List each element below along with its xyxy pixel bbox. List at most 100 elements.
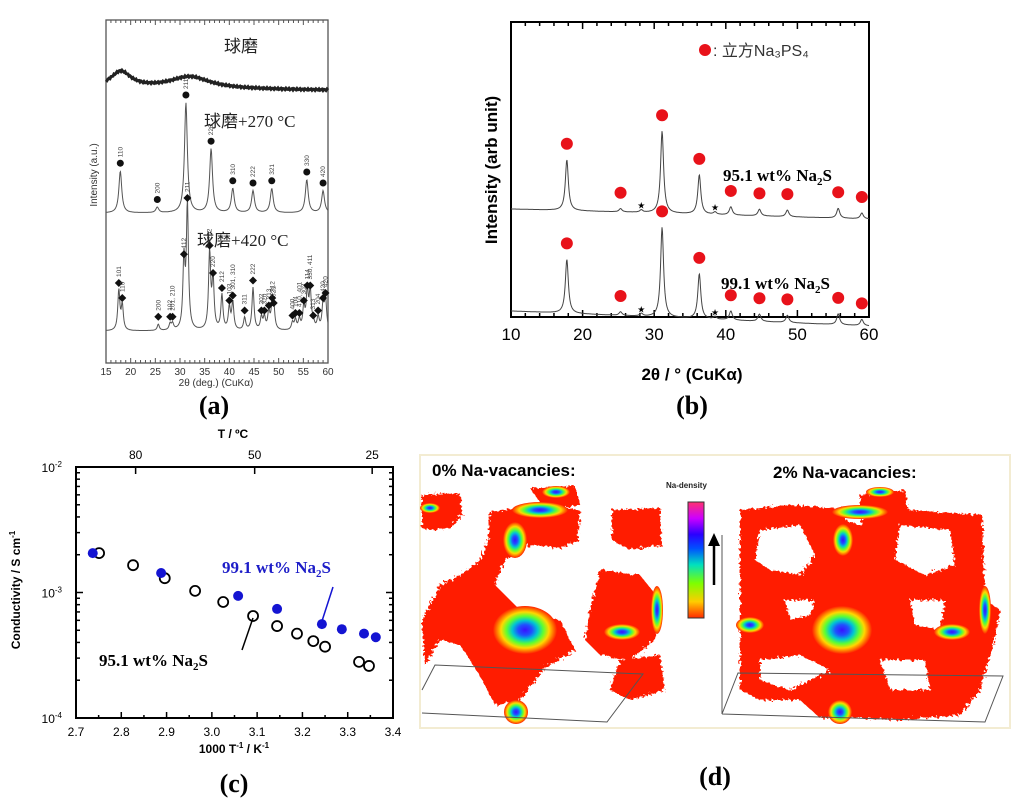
panel-a-hkl-label: 303 (301, 283, 308, 294)
arrow-up-icon (708, 533, 720, 585)
panel-b-xrd-chart: ★ ★ ★ ★ : 立方Na₃PS₄ 95.1 wt% Na2S 99.1 wt% N… (482, 21, 878, 420)
panel-a-peak-marker (228, 291, 237, 300)
panel-a-ticks (105, 20, 329, 363)
panel-a-hkl-label: 420 (320, 166, 327, 177)
panel-a-series-label-ballmill: 球磨 (224, 37, 258, 56)
panel-c-series-label-99: 99.1 wt% Na2S (222, 558, 331, 580)
panel-b-curve-99 (511, 227, 870, 327)
panel-c-x-tick-label: 3.1 (249, 725, 266, 739)
panel-b-peak-marker (781, 293, 794, 306)
panel-a-hkl-label: 204 (315, 293, 322, 304)
panel-c-x-axis-label: 1000 T-1 / K-1 (199, 741, 270, 756)
panel-a-curve-420 (106, 198, 329, 331)
panel-a-peak-marker (116, 159, 124, 167)
panel-c-top-tick-labels: 80 50 25 (129, 448, 379, 462)
panel-d-colorbar (687, 501, 705, 619)
panel-a-hkl-label: 400 (289, 298, 296, 309)
star-icon: ★ (711, 203, 719, 213)
panel-b-x-tick-label: 30 (645, 325, 664, 344)
panel-a-hkl-label: 313 (310, 298, 317, 309)
panel-b-peak-marker (656, 205, 669, 218)
panel-c-ticks (75, 467, 394, 719)
panel-b-peak-marker (560, 237, 573, 250)
panel-b-peak-marker (855, 297, 868, 310)
panel-a-x-tick-label: 30 (174, 367, 186, 378)
panel-a-caption: (a) (199, 391, 229, 420)
panel-b-curve-95 (511, 131, 870, 220)
panel-c-y-tick-label: 10-2 (42, 460, 63, 475)
panel-a-hkl-label: 330 (304, 155, 311, 166)
panel-a-hkl-label: 220 (210, 256, 217, 267)
panel-a-hkl-label: 420 (323, 276, 330, 287)
panel-c-point-open (319, 640, 331, 653)
panel-a-hkl-label: 212 (219, 271, 226, 282)
panel-d-caption: (d) (699, 762, 731, 791)
panel-a-hkl-label: 104 (292, 296, 299, 307)
panel-c-point-open (127, 559, 139, 572)
star-icon: ★ (637, 201, 645, 211)
panel-a-hkl-label: 200 (154, 182, 161, 193)
panel-c-point-filled (359, 628, 370, 639)
panel-c-points (87, 547, 381, 672)
panel-a-peak-marker (118, 294, 127, 302)
panel-b-peak-marker (832, 291, 845, 304)
panel-a-x-tick-label: 50 (273, 367, 285, 378)
panel-c-x-tick-label: 2.8 (113, 725, 130, 739)
panel-b-peak-marker (832, 186, 845, 199)
panel-a-curve-270 (106, 102, 329, 213)
panel-c-x-tick-label: 2.9 (158, 725, 175, 739)
panel-c-point-open (291, 627, 303, 640)
panel-c-x-tick-label: 3.4 (385, 725, 402, 739)
panel-a-peak-marker (268, 177, 276, 185)
panel-b-caption: (b) (676, 391, 708, 420)
panel-a-hkl-label: 330, 411 (307, 254, 314, 279)
panel-b-x-tick-label: 40 (716, 325, 735, 344)
panel-c-point-filled (233, 590, 244, 601)
panel-a-x-tick-label: 25 (150, 367, 162, 378)
panel-a-peak-marker (217, 284, 226, 292)
panel-c-y-tick-label: 10-3 (42, 586, 63, 601)
panel-c-x-tick-label: 3.2 (294, 725, 311, 739)
panel-a-plot-frame (105, 19, 329, 364)
panel-a-peak-marker (153, 196, 161, 203)
panel-a-hkl-label: 222 (250, 166, 257, 177)
panel-c-x-tick-label: 3.3 (339, 725, 356, 739)
panel-a-hkl-label: 114 (304, 269, 311, 280)
panel-a-peak-marker (249, 179, 257, 187)
panel-a-x-tick-label: 55 (298, 367, 310, 378)
panel-a-peak-marker (168, 312, 177, 321)
panel-c-point-filled (370, 632, 381, 643)
panel-c-point-open (217, 596, 230, 608)
star-icon: ★ (637, 304, 645, 314)
star-icon: ★ (711, 308, 719, 318)
panel-c-leader-line-95 (241, 617, 254, 651)
panel-a-x-tick-label: 60 (322, 367, 334, 378)
panel-b-peak-marker (560, 137, 573, 150)
panel-d-left-density-blobs (420, 486, 663, 724)
panel-b-peak-marker (855, 191, 868, 204)
panel-a-x-tick-label: 40 (224, 367, 236, 378)
panel-b-series-label-95: 95.1 wt% Na2S (723, 166, 832, 188)
panel-b-legend-label: : 立方Na₃PS₄ (713, 42, 809, 60)
panel-c-point-open (247, 610, 259, 622)
panel-a-peak-marker (269, 299, 278, 307)
panel-a-peak-marker (314, 306, 323, 315)
panel-a-peak-marker (309, 311, 318, 320)
panel-a-peak-marker (306, 281, 315, 290)
panel-c-point-open (271, 620, 283, 632)
panel-b-x-tick-label: 50 (788, 325, 807, 344)
panel-a-hkl-label: 222 (250, 263, 257, 274)
panel-c-point-filled (336, 624, 347, 635)
panel-a-x-axis-label: 2θ (deg.) (CuKα) (179, 378, 254, 389)
panel-d-colorbar-label: Na-density (666, 481, 707, 490)
panel-a-series-label-270: 球磨+270 °C (204, 112, 295, 131)
panel-a-x-tick-label: 35 (199, 367, 211, 378)
panel-b-peak-marker (753, 292, 766, 305)
panel-a-hkl-label: 302 (258, 293, 265, 304)
panel-c-point-open (189, 584, 202, 597)
panel-a-peak-marker (209, 269, 218, 277)
panel-b-peak-marker (693, 152, 706, 165)
panel-a-peak-marker (319, 179, 327, 187)
panel-b-peak-marker (724, 289, 737, 302)
